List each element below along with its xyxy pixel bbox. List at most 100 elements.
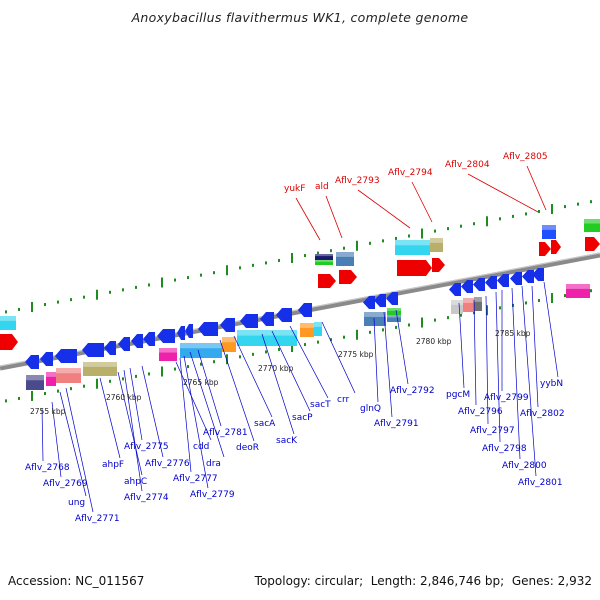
gene-ald-body xyxy=(336,252,354,266)
gene-aflv2793 xyxy=(395,240,430,255)
leader-bottom xyxy=(289,325,329,399)
gene-yukF-green-body xyxy=(315,260,333,265)
bottom-gene-label: sacK xyxy=(276,436,298,446)
gene-orange-2-shine xyxy=(300,323,314,328)
gene-pgcM-dark-body xyxy=(474,297,482,311)
top-gene-label: Aflv_2794 xyxy=(388,168,433,178)
gene-ung xyxy=(56,368,81,383)
bottom-gene-label: sacT xyxy=(310,400,331,410)
gene-2768-shine xyxy=(26,375,44,381)
leader-bottom xyxy=(271,330,311,412)
kbp-label: 2775 kbp xyxy=(338,350,374,359)
gene-left-cyan-shine xyxy=(0,316,16,321)
leader-bottom xyxy=(117,371,143,476)
arrow-bottom-9 xyxy=(177,326,185,340)
leader-bottom xyxy=(233,335,273,418)
top-gene-label: Aflv_2805 xyxy=(503,152,548,162)
bottom-gene-label: sacA xyxy=(254,419,276,429)
bottom-gene-label: Aflv_2774 xyxy=(124,493,169,503)
kbp-label: 2760 kbp xyxy=(106,393,142,402)
label-leader-lines xyxy=(41,165,559,513)
arrow-glnQ-1 xyxy=(363,296,375,309)
leader-bottom xyxy=(99,377,121,459)
leader-bottom xyxy=(485,295,489,425)
leader-bottom xyxy=(219,339,255,442)
gene-orange-1-body xyxy=(222,337,236,352)
gene-cdd-pink-body xyxy=(159,348,177,361)
bottom-gene-label: Aflv_2791 xyxy=(374,419,419,429)
gene-yukF-dark xyxy=(315,254,333,260)
arrow-bottom-13 xyxy=(240,314,258,328)
gene-2792-blue-body xyxy=(387,315,401,322)
gene-2769-body xyxy=(46,372,56,386)
accession-info: Accession: NC_011567 xyxy=(8,574,144,588)
gene-features xyxy=(0,219,600,390)
top-gene-label: Aflv_2793 xyxy=(335,176,380,186)
bottom-gene-label: Aflv_2781 xyxy=(203,428,248,438)
gene-yukF-dark-shine xyxy=(315,254,333,257)
accession-label: Accession: xyxy=(8,574,72,588)
top-gene-label: ald xyxy=(315,182,329,192)
leader-bottom xyxy=(373,317,379,403)
bottom-gene-label: Aflv_2768 xyxy=(25,463,70,473)
gene-cyan-small-shine xyxy=(314,322,322,327)
leader-bottom xyxy=(543,281,559,378)
accession-value: NC_011567 xyxy=(75,574,145,588)
gene-aflv2793-body xyxy=(395,240,430,255)
gene-2768-body xyxy=(26,375,44,390)
leader-top xyxy=(526,165,547,211)
gene-blue-block-shine xyxy=(180,343,222,349)
gene-2791 xyxy=(364,312,386,326)
length-label: Length: xyxy=(370,574,417,588)
leader-top xyxy=(325,195,343,239)
gene-2791-shine xyxy=(364,312,386,317)
leader-bottom xyxy=(197,349,222,427)
gene-2771 xyxy=(83,362,117,376)
gene-aflv2806-green-shine xyxy=(584,219,600,224)
gene-cyan-small-body xyxy=(314,322,322,336)
kbp-label: 2780 kbp xyxy=(416,337,452,346)
leader-bottom xyxy=(123,369,143,492)
topology-label: Topology: xyxy=(254,574,311,588)
leader-top xyxy=(357,189,411,229)
bottom-gene-label: ung xyxy=(68,498,85,508)
gene-pgcM-pink-body xyxy=(463,298,474,312)
leader-bottom xyxy=(383,311,393,418)
gene-pgcM-pink xyxy=(463,298,474,312)
gene-2769-shine xyxy=(46,372,56,377)
gene-2771-shine xyxy=(83,362,117,367)
bottom-gene-label: glnQ xyxy=(360,404,381,414)
gene-yukF-dark-body xyxy=(315,254,333,260)
gene-2792-blue xyxy=(387,315,401,322)
arrow-top-2 xyxy=(339,270,357,284)
leader-bottom xyxy=(141,365,164,458)
gene-yybN-body xyxy=(566,284,590,298)
leader-bottom xyxy=(321,321,356,394)
arrow-bottom-6 xyxy=(131,334,143,348)
gene-pgcM-dark xyxy=(474,297,482,311)
gene-aflv2793-shine xyxy=(395,240,430,246)
topology-value: circular xyxy=(314,574,360,588)
bottom-gene-label: pgcM xyxy=(446,390,470,400)
gene-cdd-pink-shine xyxy=(159,348,177,353)
gene-2792-green-shine xyxy=(387,308,401,311)
arrow-bottom-12 xyxy=(220,318,235,332)
kbp-label: 2770 kbp xyxy=(258,364,294,373)
arrow-top-6 xyxy=(551,240,561,254)
gene-aflv2806-green-body xyxy=(584,219,600,232)
leader-top xyxy=(467,173,539,213)
bottom-gene-label: crr xyxy=(337,395,349,405)
gene-aflv2794-olive xyxy=(430,238,443,252)
tick-marks xyxy=(5,200,592,403)
arrow-top-3 xyxy=(397,260,432,276)
arrow-bottom-5 xyxy=(118,337,130,351)
kbp-label: 2765 kbp xyxy=(183,378,219,387)
bottom-gene-label: Aflv_2797 xyxy=(470,426,515,436)
bottom-gene-label: Aflv_2801 xyxy=(518,478,563,488)
genes-label: Genes: xyxy=(511,574,554,588)
bottom-gene-label: cdd xyxy=(193,442,209,452)
leader-bottom xyxy=(395,309,409,385)
arrow-bottom-14 xyxy=(260,312,274,326)
arrow-bottom-4 xyxy=(104,341,116,355)
